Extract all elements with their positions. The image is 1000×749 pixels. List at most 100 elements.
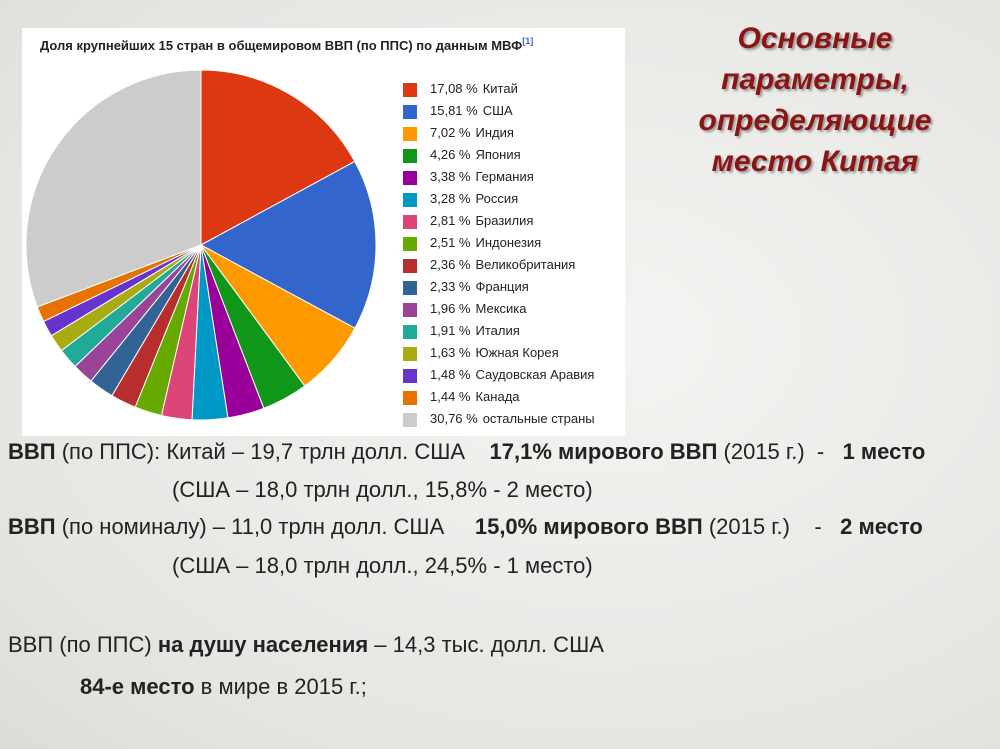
chart-title: Доля крупнейших 15 стран в общемировом В… [40, 36, 533, 53]
text-segment: (2015 г.) - [717, 439, 843, 464]
text-line: (США – 18,0 трлн долл., 15,8% - 2 место) [172, 477, 593, 503]
legend-swatch [403, 193, 417, 207]
legend-entry: 1,96 % Мексика [430, 301, 527, 316]
chart-title-note[interactable]: [1] [522, 36, 533, 46]
legend-entry: 4,26 % Япония [430, 147, 521, 162]
text-segment: (по ППС): Китай – 19,7 трлн долл. США [55, 439, 490, 464]
text-line: ВВП (по номиналу) – 11,0 трлн долл. США … [8, 514, 923, 540]
legend-swatch [403, 413, 417, 427]
legend-entry: 1,44 % Канада [430, 389, 520, 404]
heading-line: Основные [737, 22, 893, 55]
legend-swatch [403, 215, 417, 229]
legend-label: Япония [475, 147, 520, 162]
text-segment: 1 место [842, 439, 926, 464]
legend-label: Мексика [475, 301, 527, 316]
legend-value: 15,81 % [430, 103, 478, 118]
legend-swatch [403, 259, 417, 273]
text-segment: 2 место [840, 514, 923, 539]
text-segment: 17,1% мирового ВВП [489, 439, 718, 464]
legend-label: Великобритания [475, 257, 575, 272]
text-line: ВВП (по ППС): Китай – 19,7 трлн долл. СШ… [8, 439, 925, 465]
legend-label: Германия [475, 169, 533, 184]
text-line: ВВП (по ППС) на душу населения – 14,3 ты… [8, 632, 604, 658]
legend-entry: 2,36 % Великобритания [430, 257, 575, 272]
legend-swatch [403, 105, 417, 119]
legend-label: Китай [483, 81, 518, 96]
legend-entry: 1,63 % Южная Корея [430, 345, 559, 360]
legend-swatch [403, 171, 417, 185]
legend-label: Саудовская Аравия [475, 367, 594, 382]
legend-value: 1,91 % [430, 323, 471, 338]
legend-entry: 15,81 % США [430, 103, 513, 118]
text-segment: в мире в 2015 г.; [194, 674, 367, 699]
text-segment: ВВП [8, 439, 56, 464]
text-line: 84-е место в мире в 2015 г.; [80, 674, 367, 700]
legend-swatch [403, 127, 417, 141]
legend-label: Бразилия [475, 213, 533, 228]
legend-entry: 7,02 % Индия [430, 125, 514, 140]
text-segment: ВВП [8, 514, 56, 539]
legend-value: 3,38 % [430, 169, 471, 184]
legend-label: Южная Корея [475, 345, 558, 360]
legend-label: Франция [475, 279, 528, 294]
legend-label: Канада [475, 389, 520, 404]
text-segment: 15,0% мирового ВВП [474, 514, 703, 539]
legend-label: Италия [475, 323, 519, 338]
text-segment: ВВП [8, 632, 54, 657]
pie-slice [25, 69, 202, 308]
text-segment: – 14,3 тыс. долл. США [368, 632, 604, 657]
legend-value: 17,08 % [430, 81, 478, 96]
legend-entry: 2,51 % Индонезия [430, 235, 541, 250]
legend-label: Индия [475, 125, 513, 140]
legend-label: остальные страны [483, 411, 595, 426]
chart-panel: Доля крупнейших 15 стран в общемировом В… [22, 28, 625, 436]
text-segment: (США – 18,0 трлн долл., 24,5% - 1 место) [172, 553, 593, 578]
heading-line: определяющие [698, 104, 932, 137]
legend-value: 1,63 % [430, 345, 471, 360]
legend-swatch [403, 347, 417, 361]
legend-value: 30,76 % [430, 411, 478, 426]
legend-swatch [403, 303, 417, 317]
legend-value: 1,48 % [430, 367, 471, 382]
legend-value: 2,81 % [430, 213, 471, 228]
text-line: (США – 18,0 трлн долл., 24,5% - 1 место) [172, 553, 593, 579]
heading-line: место Китая [711, 145, 919, 178]
legend-value: 3,28 % [430, 191, 471, 206]
pie-slice [199, 160, 377, 329]
legend-value: 2,33 % [430, 279, 471, 294]
legend-entry: 17,08 % Китай [430, 81, 518, 96]
legend-value: 2,51 % [430, 235, 471, 250]
legend-entry: 1,91 % Италия [430, 323, 520, 338]
legend-label: Россия [475, 191, 518, 206]
legend-label: Индонезия [475, 235, 541, 250]
legend-entry: 2,33 % Франция [430, 279, 529, 294]
legend-entry: 1,48 % Саудовская Аравия [430, 367, 594, 382]
legend-entry: 3,28 % Россия [430, 191, 518, 206]
text-segment: (по ППС) [53, 632, 158, 657]
legend-swatch [403, 149, 417, 163]
legend-value: 1,96 % [430, 301, 471, 316]
chart: Доля крупнейших 15 стран в общемировом В… [25, 36, 595, 427]
legend-swatch [403, 325, 417, 339]
legend-value: 1,44 % [430, 389, 471, 404]
legend-swatch [403, 369, 417, 383]
text-segment: (США – 18,0 трлн долл., 15,8% - 2 место) [172, 477, 593, 502]
legend-entry: 30,76 % остальные страны [430, 411, 595, 426]
legend-swatch [403, 237, 417, 251]
legend-swatch [403, 83, 417, 97]
chart-title-text: Доля крупнейших 15 стран в общемировом В… [40, 38, 522, 53]
legend-entry: 2,81 % Бразилия [430, 213, 533, 228]
legend-value: 4,26 % [430, 147, 471, 162]
legend-label: США [483, 103, 513, 118]
legend-swatch [403, 391, 417, 405]
heading-line: параметры, [721, 63, 909, 96]
text-segment: 84-е место [80, 674, 195, 699]
heading: Основные параметры, определяющие место Кита… [660, 18, 970, 182]
pie-slice [200, 69, 356, 246]
legend-value: 2,36 % [430, 257, 471, 272]
text-segment: (по номиналу) – 11,0 трлн долл. США [55, 514, 475, 539]
legend-entry: 3,38 % Германия [430, 169, 534, 184]
legend-value: 7,02 % [430, 125, 471, 140]
text-segment: на душу населения [157, 632, 369, 657]
